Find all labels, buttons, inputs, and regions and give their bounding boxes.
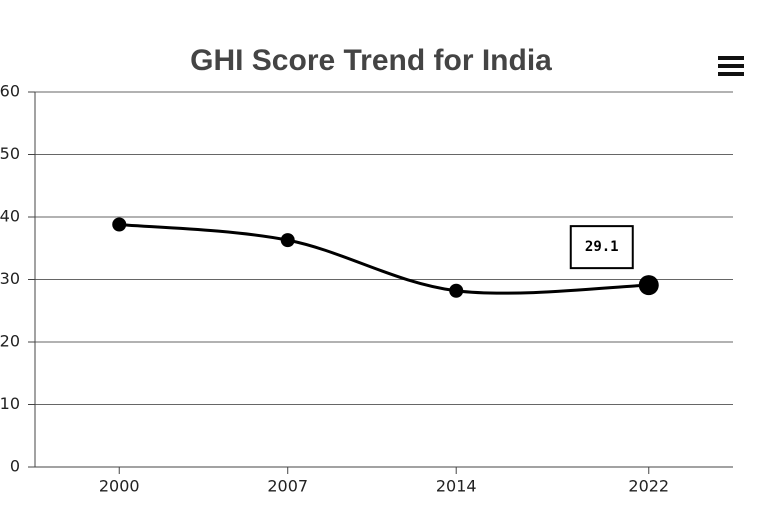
- line: [119, 223, 649, 295]
- point: [638, 275, 659, 296]
- menu-bar: [718, 72, 744, 76]
- x-tick-label: 2000: [99, 477, 140, 496]
- y-tick-label: 60: [0, 82, 20, 101]
- point: [449, 283, 464, 298]
- y-tick-label: 0: [10, 457, 20, 476]
- data-label-box: [569, 225, 634, 270]
- y-tick-label: 30: [0, 269, 20, 288]
- x-tick-label: 2007: [267, 477, 308, 496]
- x-tick-label: 2022: [628, 477, 669, 496]
- y-tick-label: 20: [0, 332, 20, 351]
- point: [112, 217, 127, 232]
- y-tick-label: 50: [0, 144, 20, 163]
- x-tick-label: 2014: [436, 477, 477, 496]
- data-label: 29.1: [585, 239, 619, 255]
- y-tick-label: 40: [0, 207, 20, 226]
- menu-button[interactable]: [718, 56, 744, 76]
- menu-bar: [718, 56, 744, 60]
- point: [280, 233, 295, 248]
- y-tick-label: 10: [0, 394, 20, 413]
- menu-bar: [718, 64, 744, 68]
- chart-title: GHI Score Trend for India: [190, 44, 552, 77]
